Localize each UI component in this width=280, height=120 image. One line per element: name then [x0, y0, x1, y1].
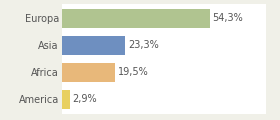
Text: 23,3%: 23,3%	[128, 40, 158, 50]
Bar	[62, 36, 125, 55]
Bar	[62, 9, 210, 28]
Text: 2,9%: 2,9%	[72, 94, 97, 104]
Bar	[62, 90, 69, 109]
Text: 54,3%: 54,3%	[212, 13, 243, 23]
Bar	[62, 63, 115, 82]
Text: 19,5%: 19,5%	[118, 67, 148, 77]
